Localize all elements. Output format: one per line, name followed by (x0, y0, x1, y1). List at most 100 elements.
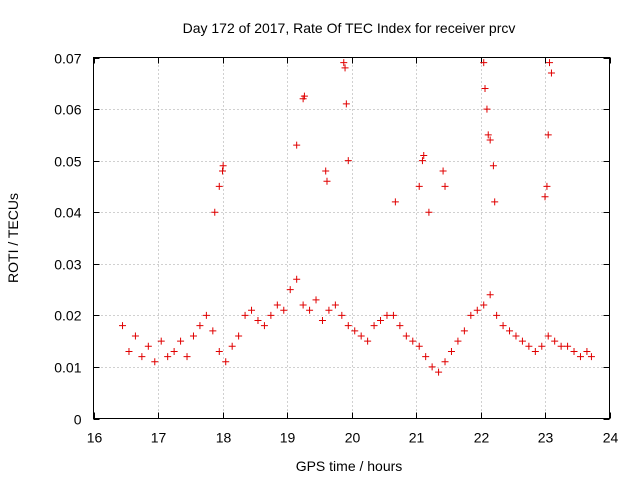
data-point (564, 342, 572, 350)
x-tick-label: 19 (280, 430, 296, 446)
data-point (484, 131, 492, 139)
data-point (439, 167, 447, 175)
data-point (344, 322, 352, 330)
data-point (286, 286, 294, 294)
data-point (322, 167, 330, 175)
data-point (318, 317, 326, 325)
data-point (219, 162, 227, 170)
y-tick-label: 0.05 (54, 154, 81, 170)
data-point (219, 167, 226, 175)
data-point (299, 301, 307, 309)
y-tick-label: 0.02 (54, 308, 81, 324)
data-point (493, 311, 501, 319)
data-point (306, 306, 314, 314)
x-tick-label: 18 (216, 430, 232, 446)
data-point (538, 342, 546, 350)
data-point (587, 353, 595, 361)
data-point (428, 363, 436, 371)
x-tick-label: 22 (474, 430, 490, 446)
data-point (144, 342, 152, 350)
data-point (506, 327, 514, 335)
data-point (293, 141, 301, 149)
data-point (402, 332, 410, 340)
data-point (189, 332, 197, 340)
data-point (576, 353, 584, 361)
data-point (351, 327, 359, 335)
data-point (467, 311, 475, 319)
y-tick-label: 0.01 (54, 360, 81, 376)
data-point (525, 342, 533, 350)
data-points (119, 59, 595, 376)
x-tick-label: 23 (538, 430, 554, 446)
data-point (480, 59, 488, 67)
data-point (280, 306, 288, 314)
y-tick-label: 0.06 (54, 102, 81, 118)
data-point (512, 332, 520, 340)
data-point (151, 358, 159, 366)
data-point (441, 182, 449, 190)
data-point (481, 84, 489, 92)
data-point (491, 198, 499, 206)
data-point (215, 182, 223, 190)
data-point (409, 337, 417, 345)
data-point (435, 368, 443, 376)
data-point (196, 322, 204, 330)
data-point (420, 151, 428, 159)
data-point (483, 105, 491, 113)
data-point (209, 327, 217, 335)
data-point (583, 347, 591, 355)
data-point (486, 291, 494, 299)
data-point (557, 342, 565, 350)
data-point (170, 347, 178, 355)
data-point (331, 301, 339, 309)
data-point (248, 306, 256, 314)
data-point (344, 157, 352, 165)
data-point (125, 347, 133, 355)
data-point (389, 311, 397, 319)
data-point (131, 332, 139, 340)
data-point (396, 322, 404, 330)
data-point (364, 337, 372, 345)
data-point (531, 347, 539, 355)
data-point (215, 347, 223, 355)
x-tick-label: 24 (603, 430, 619, 446)
data-point (415, 342, 423, 350)
data-point (377, 317, 385, 325)
y-tick-labels: 0 0.01 0.02 0.03 0.04 0.05 0.06 0.07 (54, 51, 81, 428)
data-point (222, 358, 230, 366)
axis-ticks (93, 57, 611, 420)
data-point (341, 64, 349, 72)
data-point (486, 136, 494, 144)
y-tick-label: 0.07 (54, 51, 81, 67)
x-tick-label: 20 (345, 430, 361, 446)
data-point (211, 208, 219, 216)
data-point (357, 332, 365, 340)
data-point (260, 322, 268, 330)
data-point (138, 353, 146, 361)
data-point (544, 131, 552, 139)
data-point (425, 208, 433, 216)
x-axis-label: GPS time / hours (296, 458, 403, 474)
x-tick-label: 16 (87, 430, 103, 446)
data-point (551, 337, 559, 345)
data-point (273, 301, 281, 309)
data-point (454, 337, 462, 345)
y-tick-label: 0.03 (54, 257, 81, 273)
data-point (447, 347, 455, 355)
x-tick-label: 21 (409, 430, 425, 446)
grid-lines (93, 57, 610, 419)
data-point (499, 322, 507, 330)
data-point (543, 182, 551, 190)
x-tick-labels: 16 17 18 19 20 21 22 23 24 (87, 430, 619, 446)
data-point (391, 198, 399, 206)
data-point (370, 322, 378, 330)
data-point (325, 306, 333, 314)
data-point (183, 353, 191, 361)
data-point (422, 353, 430, 361)
data-point (267, 311, 275, 319)
data-point (312, 296, 320, 304)
data-point (342, 100, 350, 108)
data-point (157, 337, 165, 345)
